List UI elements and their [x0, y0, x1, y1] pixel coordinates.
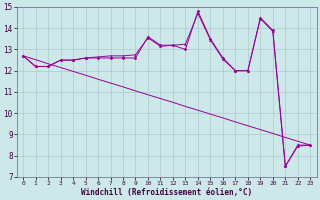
- X-axis label: Windchill (Refroidissement éolien,°C): Windchill (Refroidissement éolien,°C): [81, 188, 252, 197]
